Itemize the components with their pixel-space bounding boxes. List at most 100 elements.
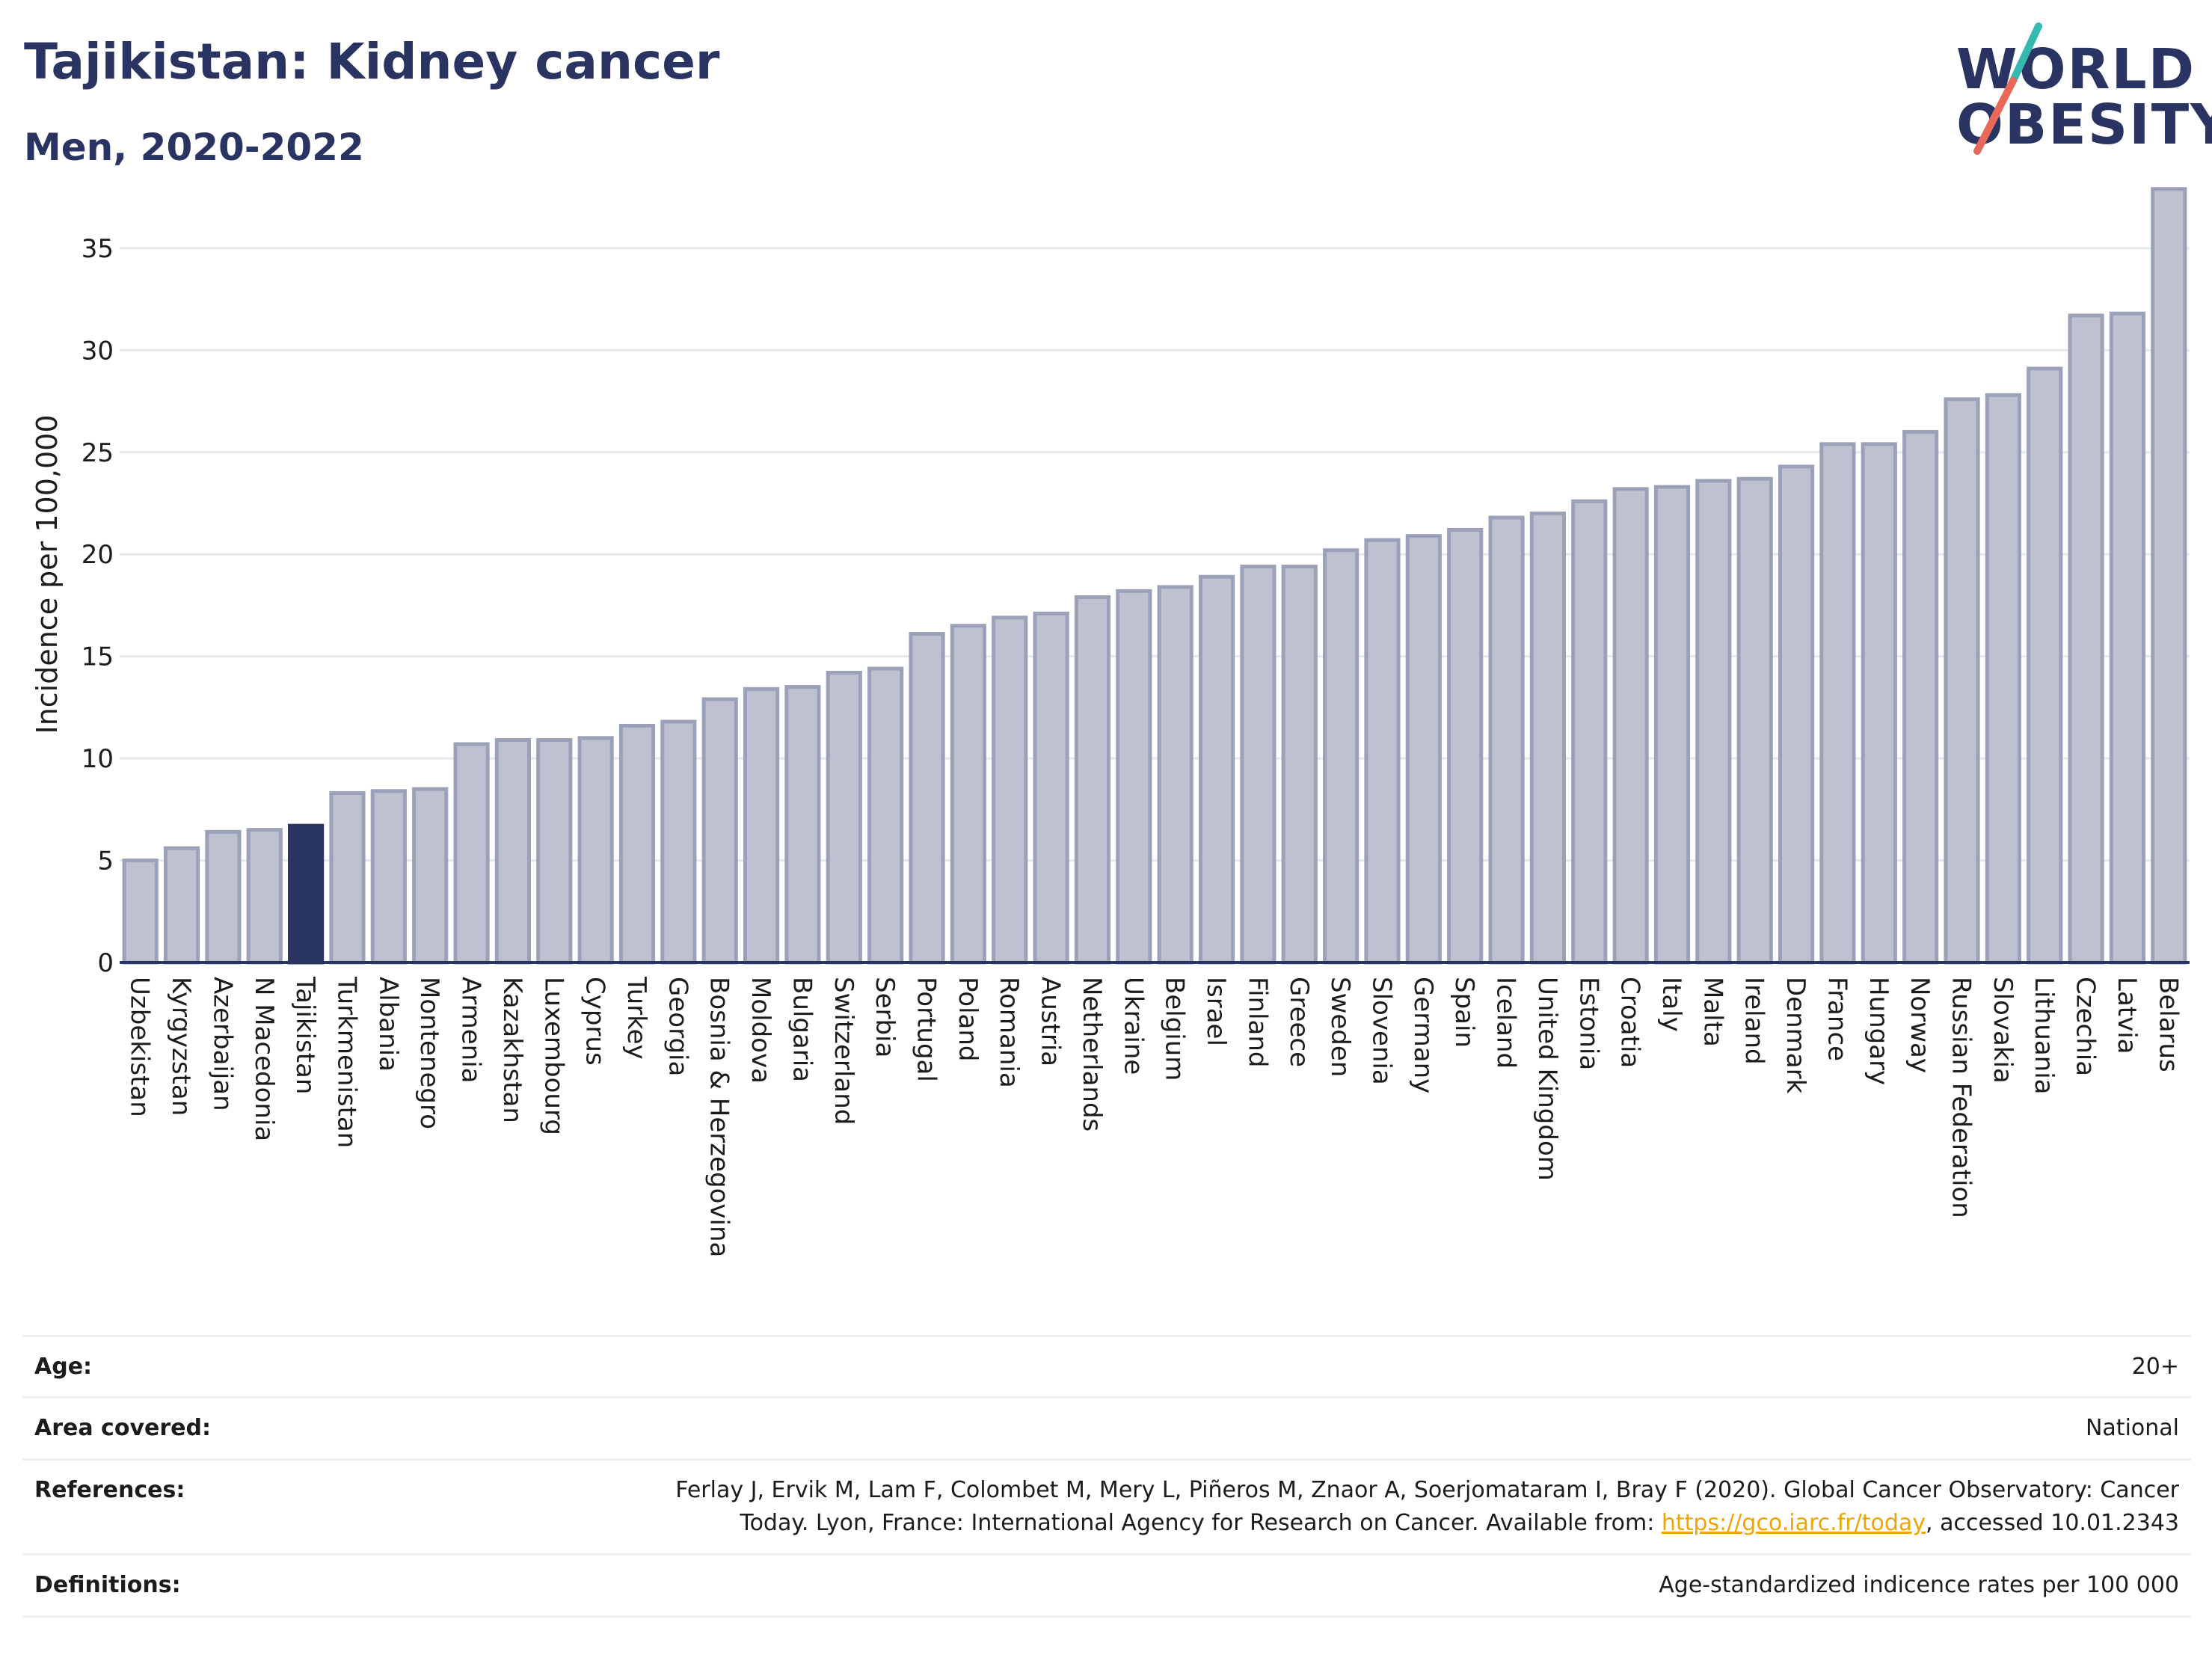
bar-belarus[interactable]: [2151, 187, 2187, 965]
x-tick-label: Luxembourg: [538, 977, 568, 1135]
x-tick-label: Estonia: [1573, 977, 1603, 1070]
bar-italy[interactable]: [1653, 485, 1691, 965]
y-axis-label: Incidence per 100,000: [31, 414, 64, 734]
x-tick-label: Croatia: [1615, 977, 1645, 1068]
bar-germany[interactable]: [1405, 534, 1442, 965]
bar-bosnia-herzegovina[interactable]: [701, 697, 738, 965]
bar-bulgaria[interactable]: [784, 685, 821, 965]
x-tick-label: Austria: [1036, 977, 1066, 1066]
bar-luxembourg[interactable]: [536, 738, 573, 965]
x-tick-label: Montenegro: [414, 977, 444, 1129]
age-value: 20+: [2131, 1354, 2179, 1380]
bar-hungary[interactable]: [1861, 442, 1897, 965]
x-tick-label: Ireland: [1739, 977, 1769, 1065]
bar-albania[interactable]: [370, 789, 407, 965]
y-tick-label: 30: [82, 336, 114, 366]
x-tick-label: Lithuania: [2029, 977, 2059, 1094]
x-tick-label: Finland: [1242, 977, 1272, 1068]
x-tick-label: Azerbaijan: [207, 977, 237, 1111]
bar-serbia[interactable]: [867, 666, 904, 965]
x-tick-label: Iceland: [1491, 977, 1521, 1069]
bar-lithuania[interactable]: [2027, 366, 2063, 965]
bar-tajikistan[interactable]: [288, 823, 325, 965]
bar-denmark[interactable]: [1778, 464, 1815, 965]
bar-turkmenistan[interactable]: [329, 790, 366, 965]
x-tick-label: Greece: [1284, 977, 1314, 1067]
x-tick-label: N Macedonia: [249, 977, 279, 1141]
bar-ukraine[interactable]: [1116, 589, 1152, 965]
bar-georgia[interactable]: [660, 719, 697, 965]
bar-romania[interactable]: [992, 615, 1028, 965]
meta-row-definitions: Definitions: Age-standardized indicence …: [22, 1553, 2191, 1618]
bar-kyrgyzstan[interactable]: [163, 846, 200, 965]
bar-cyprus[interactable]: [577, 736, 614, 965]
x-tick-label: Romania: [994, 977, 1024, 1088]
bar-united-kingdom[interactable]: [1529, 512, 1567, 965]
y-tick-label: 10: [82, 744, 114, 774]
x-tick-label: Ukraine: [1118, 977, 1148, 1075]
references-label: References:: [34, 1477, 185, 1503]
bar-estonia[interactable]: [1571, 499, 1608, 965]
bar-ireland[interactable]: [1736, 476, 1773, 965]
bar-slovenia[interactable]: [1364, 538, 1401, 965]
bar-poland[interactable]: [950, 624, 986, 965]
bar-croatia[interactable]: [1612, 487, 1649, 965]
bar-iceland[interactable]: [1488, 515, 1525, 965]
x-tick-label: Armenia: [456, 977, 486, 1084]
x-tick-label: United Kingdom: [1532, 977, 1562, 1181]
y-axis-ticks: 0 5 10 15 20 25 30 35: [82, 234, 114, 978]
bar-netherlands[interactable]: [1074, 595, 1111, 965]
x-tick-label: Serbia: [870, 977, 900, 1057]
x-tick-label: Kyrgyzstan: [166, 977, 196, 1116]
bar-finland[interactable]: [1240, 565, 1276, 965]
references-value: Ferlay J, Ervik M, Lam F, Colombet M, Me…: [675, 1474, 2179, 1540]
meta-row-age: Age: 20+: [22, 1335, 2191, 1397]
x-tick-label: Poland: [953, 977, 983, 1062]
x-tick-label: Malta: [1698, 977, 1727, 1047]
bar-russian-federation[interactable]: [1944, 397, 1980, 965]
bar-czechia[interactable]: [2068, 313, 2104, 965]
bar-azerbaijan[interactable]: [205, 829, 242, 965]
bar-sweden[interactable]: [1323, 548, 1360, 965]
bar-turkey[interactable]: [618, 723, 656, 965]
bar-austria[interactable]: [1033, 611, 1069, 965]
bar-switzerland[interactable]: [826, 670, 862, 965]
x-tick-label: Israel: [1201, 977, 1231, 1046]
area-label: Area covered:: [34, 1415, 211, 1441]
bar-malta[interactable]: [1695, 479, 1732, 965]
bar-portugal[interactable]: [909, 632, 945, 965]
y-tick-label: 5: [97, 847, 114, 876]
x-tick-label: Norway: [1905, 977, 1935, 1073]
bar-armenia[interactable]: [453, 742, 490, 965]
references-link[interactable]: https://gco.iarc.fr/today: [1661, 1510, 1926, 1536]
bar-france[interactable]: [1819, 442, 1856, 965]
x-tick-label: France: [1822, 977, 1852, 1061]
bar-greece[interactable]: [1281, 565, 1318, 965]
bar-kazakhstan[interactable]: [494, 738, 532, 965]
x-tick-label: Denmark: [1781, 977, 1810, 1094]
bar-spain[interactable]: [1447, 527, 1484, 965]
x-tick-label: Georgia: [663, 977, 692, 1076]
bar-n-macedonia[interactable]: [246, 828, 283, 965]
y-tick-label: 20: [82, 540, 114, 570]
x-tick-label: Czechia: [2071, 977, 2101, 1076]
x-tick-label: Bosnia & Herzegovina: [704, 977, 734, 1257]
bar-norway[interactable]: [1902, 429, 1939, 965]
x-tick-label: Switzerland: [829, 977, 858, 1125]
references-line2: Today. Lyon, France: International Agenc…: [675, 1507, 2179, 1540]
world-obesity-logo: WORLD OBESITY: [1944, 22, 2212, 157]
bar-belgium[interactable]: [1157, 585, 1193, 965]
bar-montenegro[interactable]: [412, 787, 449, 965]
x-tick-label: Belgium: [1160, 977, 1190, 1081]
x-axis-ticks: Uzbekistan Kyrgyzstan Azerbaijan N Macedoni…: [125, 976, 2184, 1257]
chart-bars: [122, 187, 2187, 965]
x-tick-label: Belarus: [2153, 977, 2183, 1072]
bar-slovakia[interactable]: [1985, 393, 2021, 965]
bar-latvia[interactable]: [2109, 311, 2146, 965]
bar-israel[interactable]: [1198, 574, 1235, 965]
references-line1: Ferlay J, Ervik M, Lam F, Colombet M, Me…: [675, 1477, 2179, 1503]
bar-moldova[interactable]: [743, 687, 780, 965]
meta-row-area: Area covered: National: [22, 1396, 2191, 1458]
bar-uzbekistan[interactable]: [122, 859, 159, 965]
x-tick-label: Russian Federation: [1947, 977, 1976, 1218]
